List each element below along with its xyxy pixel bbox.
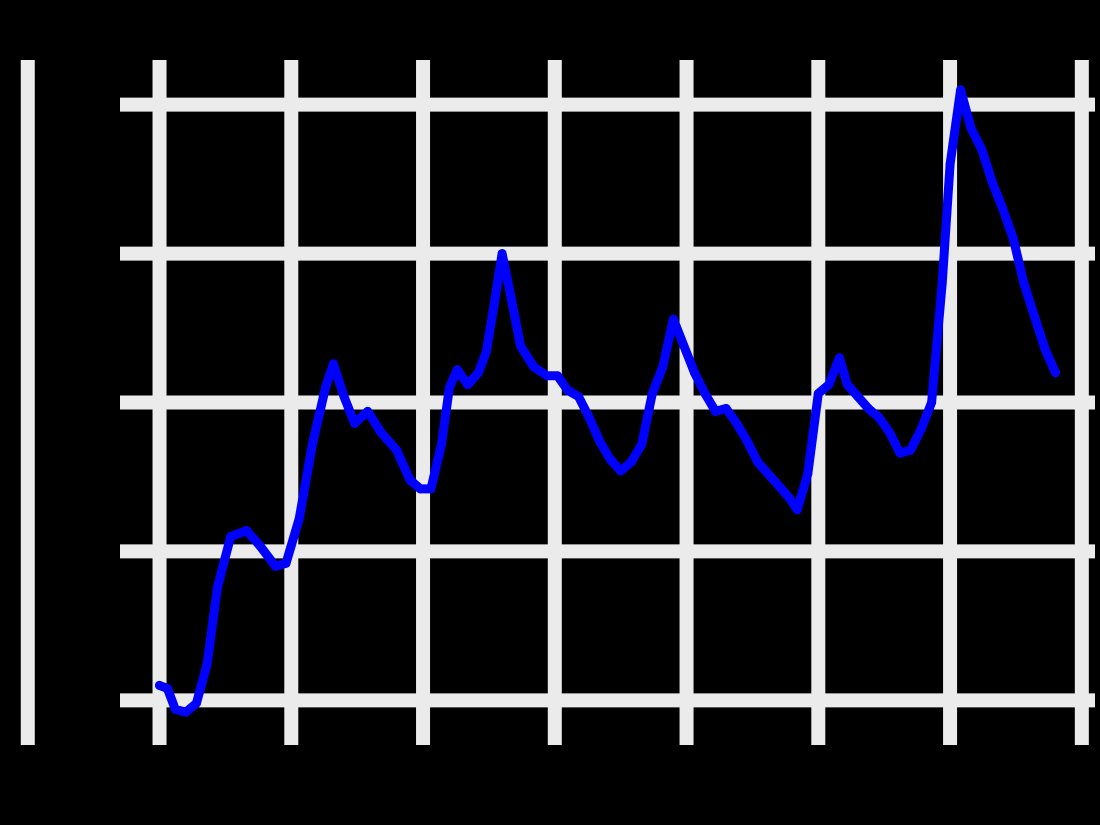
data-point [906, 445, 916, 455]
data-point [824, 380, 834, 390]
data-point [584, 412, 594, 422]
data-point [529, 362, 539, 372]
data-point [884, 427, 894, 437]
data-point [998, 204, 1008, 214]
data-point [363, 406, 373, 416]
data-point [679, 341, 689, 351]
data-point [181, 707, 191, 717]
data-point [658, 362, 668, 372]
data-point [481, 347, 491, 357]
data-point [516, 341, 526, 351]
data-point [339, 392, 349, 402]
data-point [863, 403, 873, 413]
data-point [444, 383, 454, 393]
data-point [1050, 368, 1060, 378]
data-point [574, 392, 584, 402]
data-point [170, 704, 180, 714]
data-point [792, 505, 802, 515]
data-point [637, 439, 647, 449]
data-point [270, 561, 280, 571]
data-point [689, 368, 699, 378]
data-point [956, 85, 966, 95]
data-point [732, 418, 742, 428]
data-point [842, 380, 852, 390]
data-point [255, 540, 265, 550]
data-point [895, 448, 905, 458]
data-point [937, 278, 947, 288]
data-point [1029, 311, 1039, 321]
data-point [392, 445, 402, 455]
data-point [350, 418, 360, 428]
data-point [605, 454, 615, 464]
data-point [966, 124, 976, 133]
data-point [987, 177, 997, 187]
data-point [668, 314, 678, 324]
data-point [328, 359, 338, 369]
data-point [753, 457, 763, 467]
data-point [505, 287, 515, 297]
data-point [473, 368, 483, 378]
data-point [226, 532, 236, 542]
data-point [426, 484, 436, 494]
data-point [213, 582, 222, 592]
data-point [191, 698, 201, 708]
data-point [721, 403, 731, 413]
data-point [436, 439, 446, 449]
data-point [700, 389, 710, 399]
data-point [415, 484, 425, 494]
data-point [595, 436, 605, 446]
data-point [774, 481, 784, 491]
series-layer [155, 85, 1060, 717]
data-point [945, 159, 955, 169]
data-point [552, 371, 562, 381]
data-point [874, 412, 884, 422]
data-point [497, 249, 507, 259]
data-point [294, 514, 304, 524]
data-point [563, 386, 573, 396]
data-point [763, 469, 773, 479]
data-point [784, 493, 794, 503]
data-point [616, 466, 626, 476]
data-point [202, 660, 212, 670]
data-point [742, 436, 752, 446]
data-point [813, 389, 823, 399]
data-point [626, 457, 636, 467]
data-point [463, 380, 473, 390]
data-point [803, 469, 813, 479]
data-point [452, 365, 462, 375]
data-point [916, 424, 926, 434]
data-point [321, 383, 331, 393]
data-point [853, 392, 863, 402]
data-point [834, 353, 844, 363]
data-point [489, 299, 499, 309]
data-point [162, 683, 172, 693]
data-point [405, 475, 415, 485]
data-point [1019, 278, 1029, 288]
data-point [307, 439, 317, 449]
data-point [241, 526, 251, 536]
data-point [376, 427, 386, 437]
data-point [977, 144, 987, 154]
data-point [647, 389, 657, 399]
data-point [711, 406, 721, 416]
data-point [281, 558, 291, 568]
data-point [1008, 234, 1018, 244]
data-point [1040, 344, 1050, 354]
data-point [927, 398, 937, 407]
data-point [542, 371, 552, 381]
data-point [155, 680, 165, 690]
